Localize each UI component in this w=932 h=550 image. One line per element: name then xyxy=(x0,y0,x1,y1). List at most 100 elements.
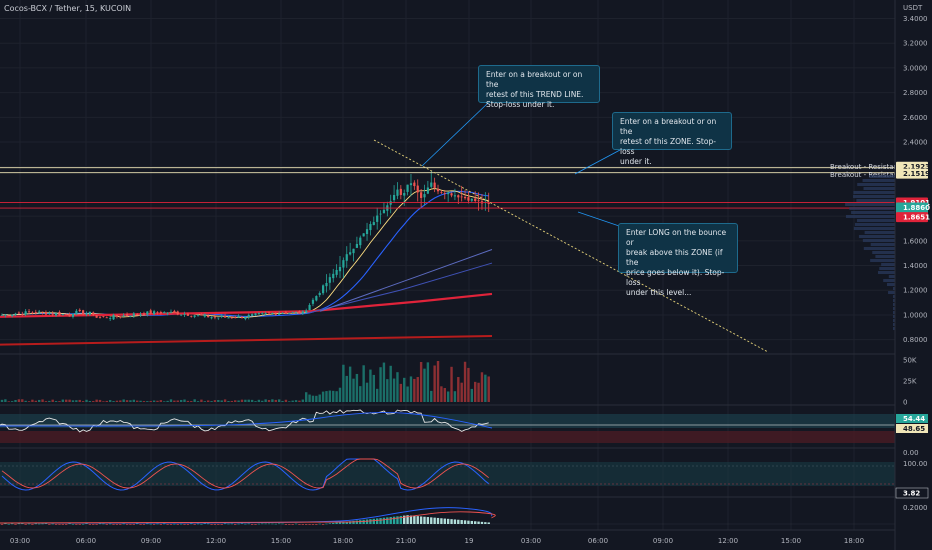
annotation-resistance-zone[interactable]: Enter on a breakout or on the retest of … xyxy=(612,112,732,166)
macd-histogram-bar xyxy=(264,523,267,525)
volume-profile-bar xyxy=(851,211,895,214)
candle-body xyxy=(322,285,325,294)
macd-histogram-bar xyxy=(284,524,288,525)
candle-body xyxy=(301,311,304,314)
volume-bar xyxy=(227,400,230,402)
volume-bar xyxy=(37,399,41,402)
macd-histogram-bar xyxy=(386,517,389,524)
price-tag-bg xyxy=(896,202,928,213)
price-tag: 2.1923 xyxy=(903,163,930,171)
candle-body xyxy=(41,311,44,313)
candle-body xyxy=(48,313,51,314)
volume-bar xyxy=(142,401,146,402)
rsi-line xyxy=(0,409,489,433)
ma-100-line xyxy=(309,262,493,313)
candle-body xyxy=(196,314,200,316)
volume-bar xyxy=(88,400,92,402)
price-axis-bg xyxy=(895,0,932,550)
macd-histogram-bar xyxy=(288,524,291,525)
macd-histogram-bar xyxy=(345,521,348,524)
macd-histogram-bar xyxy=(308,524,311,525)
ma-50-line xyxy=(319,249,493,312)
macd-histogram-bar xyxy=(146,523,149,525)
volume-bar xyxy=(65,399,68,402)
stoch-d-line xyxy=(1,458,489,489)
rsi-tag-bg xyxy=(896,414,928,423)
candle-body xyxy=(423,194,426,198)
volume-bar xyxy=(166,400,169,402)
macd-histogram-bar xyxy=(338,522,342,524)
time-tick-label: 15:00 xyxy=(781,537,801,545)
volume-bar xyxy=(125,400,129,402)
volume-bar xyxy=(27,401,31,402)
time-tick-label: 18:00 xyxy=(844,537,864,545)
volume-bar xyxy=(156,400,159,402)
volume-bar xyxy=(413,378,416,402)
rsi-pane xyxy=(0,409,895,443)
candle-body xyxy=(298,311,301,314)
macd-histogram-bar xyxy=(261,523,264,525)
volume-bar xyxy=(51,399,54,402)
macd-histogram-bar xyxy=(382,517,386,524)
annotation-line: retest of this ZONE. Stop-loss xyxy=(620,137,716,156)
time-tick-label: 06:00 xyxy=(76,537,96,545)
candle-body xyxy=(102,316,105,318)
macd-histogram-bar xyxy=(206,523,210,525)
volume-profile-bar xyxy=(893,327,895,330)
macd-histogram-bar xyxy=(176,524,179,525)
time-axis[interactable]: 03:00 06:00 09:00 12:00 15:00 18:00 21:00 19 03:… xyxy=(0,529,895,545)
volume-bar xyxy=(210,401,213,402)
callout-pointer xyxy=(421,102,489,167)
volume-bar xyxy=(352,378,355,402)
price-axis[interactable]: USDT 3.4000 3.2000 3.0000 2.8000 2.6000 2.4000… xyxy=(894,0,932,550)
volume-profile-bar xyxy=(893,319,895,322)
annotation-support-zone[interactable]: Enter LONG on the bounce or break above … xyxy=(618,223,738,297)
macd-histogram-bar xyxy=(423,516,426,524)
time-tick-label: 06:00 xyxy=(588,537,608,545)
candle-body xyxy=(119,316,122,318)
macd-histogram-bar xyxy=(98,523,102,525)
volume-bar xyxy=(487,376,490,402)
volume-profile-bar xyxy=(872,251,895,254)
candle-body xyxy=(362,233,365,237)
macd-histogram-bar xyxy=(267,523,271,525)
volume-bar xyxy=(139,400,142,402)
volume-bar xyxy=(102,401,105,402)
macd-histogram-bar xyxy=(301,524,305,525)
volume-profile-bar xyxy=(853,191,895,194)
candle-body xyxy=(122,315,125,317)
candle-body xyxy=(257,313,260,315)
macd-histogram-bar xyxy=(328,523,332,524)
macd-histogram-bar xyxy=(234,524,237,525)
candle-body xyxy=(365,229,369,234)
macd-histogram-bar xyxy=(463,520,467,524)
annotation-line: break above this ZONE (if the xyxy=(626,248,723,267)
volume-pane xyxy=(0,360,490,402)
candle-body xyxy=(396,189,399,196)
annotation-trendline[interactable]: Enter on a breakout or on the retest of … xyxy=(478,65,600,109)
volume-profile-bar xyxy=(883,279,895,282)
volume-bar xyxy=(406,386,409,402)
macd-histogram-bar xyxy=(311,524,315,525)
candle-body xyxy=(54,313,58,316)
volume-profile-bar xyxy=(881,263,895,266)
volume-bar xyxy=(234,400,237,402)
macd-histogram-bar xyxy=(71,523,75,525)
macd-histogram-bar xyxy=(4,523,7,525)
macd-histogram-bar xyxy=(457,519,460,524)
volume-bar xyxy=(254,401,257,402)
macd-histogram-bar xyxy=(44,523,48,525)
rsi-tag: 48.65 xyxy=(903,425,925,433)
volume-bar xyxy=(463,361,467,402)
volume-bar xyxy=(470,388,474,402)
volume-bar xyxy=(375,388,379,402)
candle-body xyxy=(237,315,240,318)
volume-profile-bar xyxy=(857,219,895,222)
ma-20-line xyxy=(1,190,489,318)
ma-400-line xyxy=(0,334,493,346)
candle-body xyxy=(27,311,31,313)
macd-histogram-bar xyxy=(298,524,301,525)
volume-bar xyxy=(183,399,186,402)
